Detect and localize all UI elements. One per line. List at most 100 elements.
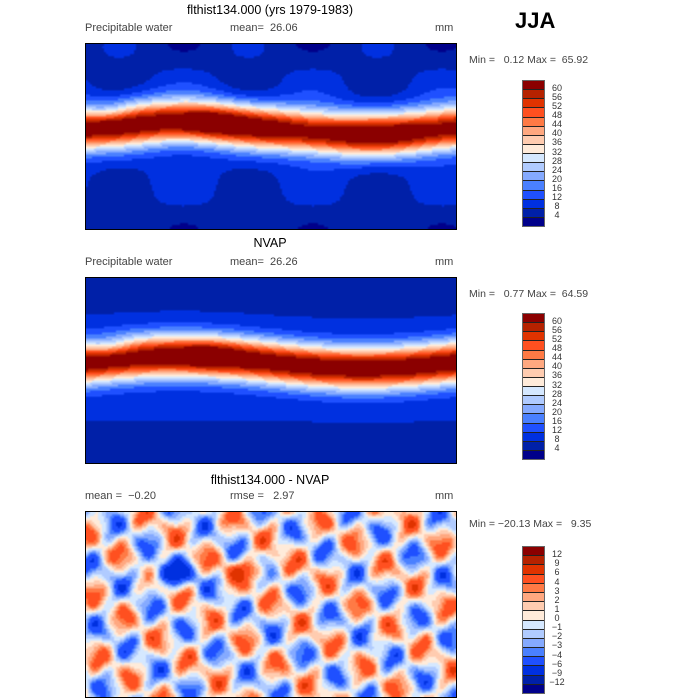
colorbar-swatch — [523, 81, 544, 91]
season-label: JJA — [515, 8, 556, 33]
colorbar-swatch — [523, 620, 544, 630]
colorbar-swatch — [523, 657, 544, 667]
colorbar-swatch — [523, 90, 544, 100]
colorbar-swatch — [523, 108, 544, 118]
colorbar-swatch — [523, 323, 544, 333]
colorbar-label: 52 — [551, 334, 562, 345]
colorbar-swatch — [523, 547, 544, 557]
units-label: mm — [435, 22, 454, 34]
colorbar-swatch — [523, 396, 544, 406]
colorbar-swatch — [523, 441, 544, 451]
colorbar-swatch — [523, 675, 544, 685]
colorbar-swatch — [523, 629, 544, 639]
colorbar-swatch — [523, 332, 544, 342]
colorbar-label: 12 — [551, 191, 562, 202]
colorbar-swatch — [523, 565, 544, 575]
colorbar-label: 12 — [551, 549, 562, 560]
colorbar-label: 36 — [551, 137, 562, 148]
colorbar-label: 4 — [554, 576, 560, 587]
colorbar-label: 60 — [551, 83, 562, 94]
colorbar-label: 6 — [554, 567, 560, 578]
colorbar-label: 56 — [551, 325, 562, 336]
colorbar-swatch — [523, 556, 544, 566]
map-obs — [85, 277, 457, 464]
colorbar-label: 2 — [554, 594, 560, 605]
rmse-label: rmse = 2.97 — [230, 490, 295, 502]
colorbar-label: 1 — [554, 603, 560, 614]
colorbar-swatch — [523, 126, 544, 136]
colorbar-swatch — [523, 423, 544, 433]
colorbar-swatch — [523, 172, 544, 182]
colorbar-swatch — [523, 217, 544, 226]
map-model — [85, 43, 457, 230]
colorbar-swatch — [523, 359, 544, 369]
variable-label: Precipitable water — [85, 256, 173, 268]
colorbar-label: 0 — [554, 613, 560, 623]
colorbar-swatch — [523, 163, 544, 173]
colorbar-swatch — [523, 432, 544, 442]
colorbar-swatch — [523, 199, 544, 209]
colorbar-label: 8 — [554, 200, 560, 211]
colorbar-label: 20 — [551, 406, 562, 417]
colorbar-swatch — [523, 638, 544, 649]
colorbar-swatch — [523, 99, 544, 109]
colorbar-swatch — [523, 135, 544, 145]
colorbar-swatch — [523, 414, 544, 424]
colorbar-swatch — [523, 405, 544, 415]
colorbar-swatch — [523, 350, 544, 360]
colorbar-label: 20 — [551, 173, 562, 184]
colorbar-swatch — [523, 144, 544, 154]
min-max-label: Min = 0.77 Max = 64.59 — [469, 288, 589, 300]
colorbar-label: 24 — [551, 164, 562, 175]
colorbar-swatch — [523, 377, 544, 387]
panel-title: flthist134.000 - NVAP — [210, 473, 330, 487]
mean-label: mean = −0.20 — [85, 490, 156, 502]
colorbar-label: −2 — [551, 631, 563, 642]
colorbar-label: 48 — [551, 110, 562, 121]
colorbar-swatch — [523, 602, 544, 612]
colorbar-swatch — [523, 314, 544, 324]
colorbar-label: −9 — [551, 667, 563, 678]
colorbar-label: 4 — [554, 442, 560, 453]
colorbar-swatch — [523, 592, 544, 603]
colorbar-swatch — [523, 611, 544, 621]
colorbar-label: 16 — [551, 415, 562, 426]
colorbar-label: −6 — [551, 658, 563, 669]
min-max-label: Min = 0.12 Max = 65.92 — [469, 54, 589, 66]
units-label: mm — [435, 256, 454, 268]
colorbar-swatch — [523, 368, 544, 378]
colorbar-swatch — [523, 190, 544, 200]
colorbar-swatch — [523, 341, 544, 351]
colorbar-swatch — [523, 387, 544, 397]
colorbar — [522, 546, 545, 694]
colorbar-swatch — [523, 450, 544, 459]
mean-label: mean= 26.06 — [230, 22, 298, 34]
map-diff — [85, 511, 457, 698]
colorbar-label: 40 — [551, 128, 562, 139]
min-max-label: Min = −20.13 Max = 9.35 — [469, 518, 592, 530]
colorbar-label: 4 — [554, 209, 560, 220]
panel-title: flthist134.000 (yrs 1979-1983) — [186, 3, 354, 17]
panel-title: NVAP — [253, 236, 287, 250]
colorbar-label: 44 — [551, 352, 562, 363]
colorbar — [522, 80, 545, 227]
colorbar-swatch — [523, 154, 544, 164]
colorbar-swatch — [523, 117, 544, 127]
colorbar-label: 16 — [551, 182, 562, 193]
colorbar-label: 36 — [551, 370, 562, 381]
colorbar-label: 52 — [551, 101, 562, 112]
colorbar-swatch — [523, 208, 544, 218]
colorbar-label: 24 — [551, 397, 562, 408]
colorbar-swatch — [523, 648, 544, 658]
colorbar-label: −1 — [551, 622, 563, 633]
units-label: mm — [435, 490, 454, 502]
mean-label: mean= 26.26 — [230, 256, 298, 268]
colorbar-label: 28 — [551, 155, 562, 166]
colorbar-label: −3 — [551, 640, 563, 651]
colorbar — [522, 313, 545, 460]
colorbar-label: 40 — [551, 361, 562, 372]
colorbar-label: 32 — [551, 146, 562, 157]
colorbar-label: 44 — [551, 119, 562, 130]
colorbar-label: 9 — [554, 558, 560, 569]
colorbar-label: 8 — [554, 433, 560, 444]
